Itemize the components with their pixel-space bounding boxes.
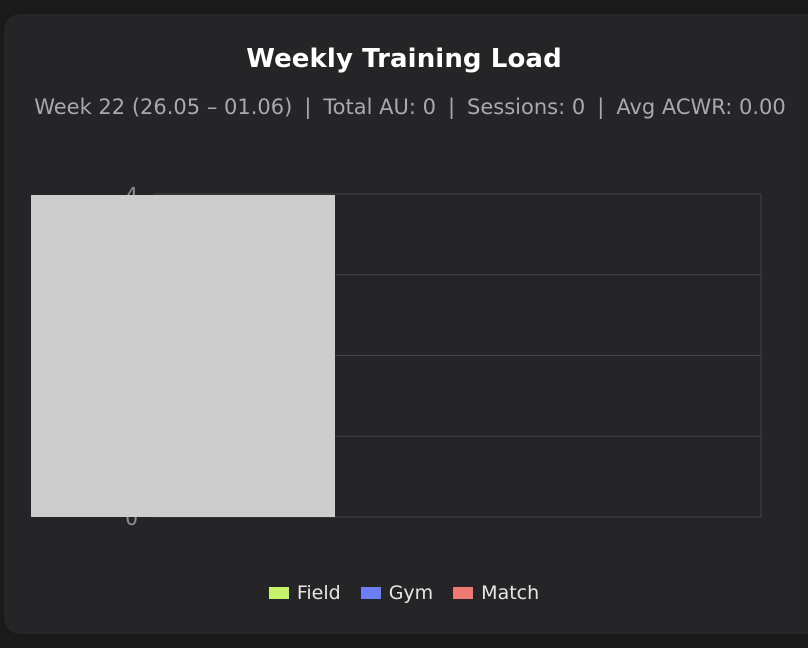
legend-swatch-gym [360, 587, 381, 599]
legend-label-match: Match [481, 582, 540, 604]
sessions-count: Sessions: 0 [467, 95, 586, 119]
chart-subtitle: Week 22 (26.05 – 01.06) | Total AU: 0 | Sess… [24, 90, 796, 124]
legend-swatch-field [268, 587, 289, 599]
legend-label-gym: Gym [388, 582, 434, 604]
total-au: Total AU: 0 [323, 95, 436, 119]
legend-item-field[interactable]: Field [268, 582, 341, 604]
avg-acwr: Avg ACWR: 0.00 [616, 95, 786, 119]
tooltip-overlay [31, 195, 335, 517]
separator: | [597, 95, 605, 119]
legend-label-field: Field [296, 582, 341, 604]
separator: | [447, 95, 456, 119]
chart-legend: Field Gym Match [0, 582, 808, 604]
legend-swatch-match [453, 587, 474, 599]
separator: | [304, 95, 312, 119]
legend-item-match[interactable]: Match [453, 582, 539, 604]
week-range: Week 22 (26.05 – 01.06) [34, 95, 293, 119]
chart-title: Weekly Training Load [246, 44, 562, 74]
legend-item-gym[interactable]: Gym [360, 582, 434, 604]
